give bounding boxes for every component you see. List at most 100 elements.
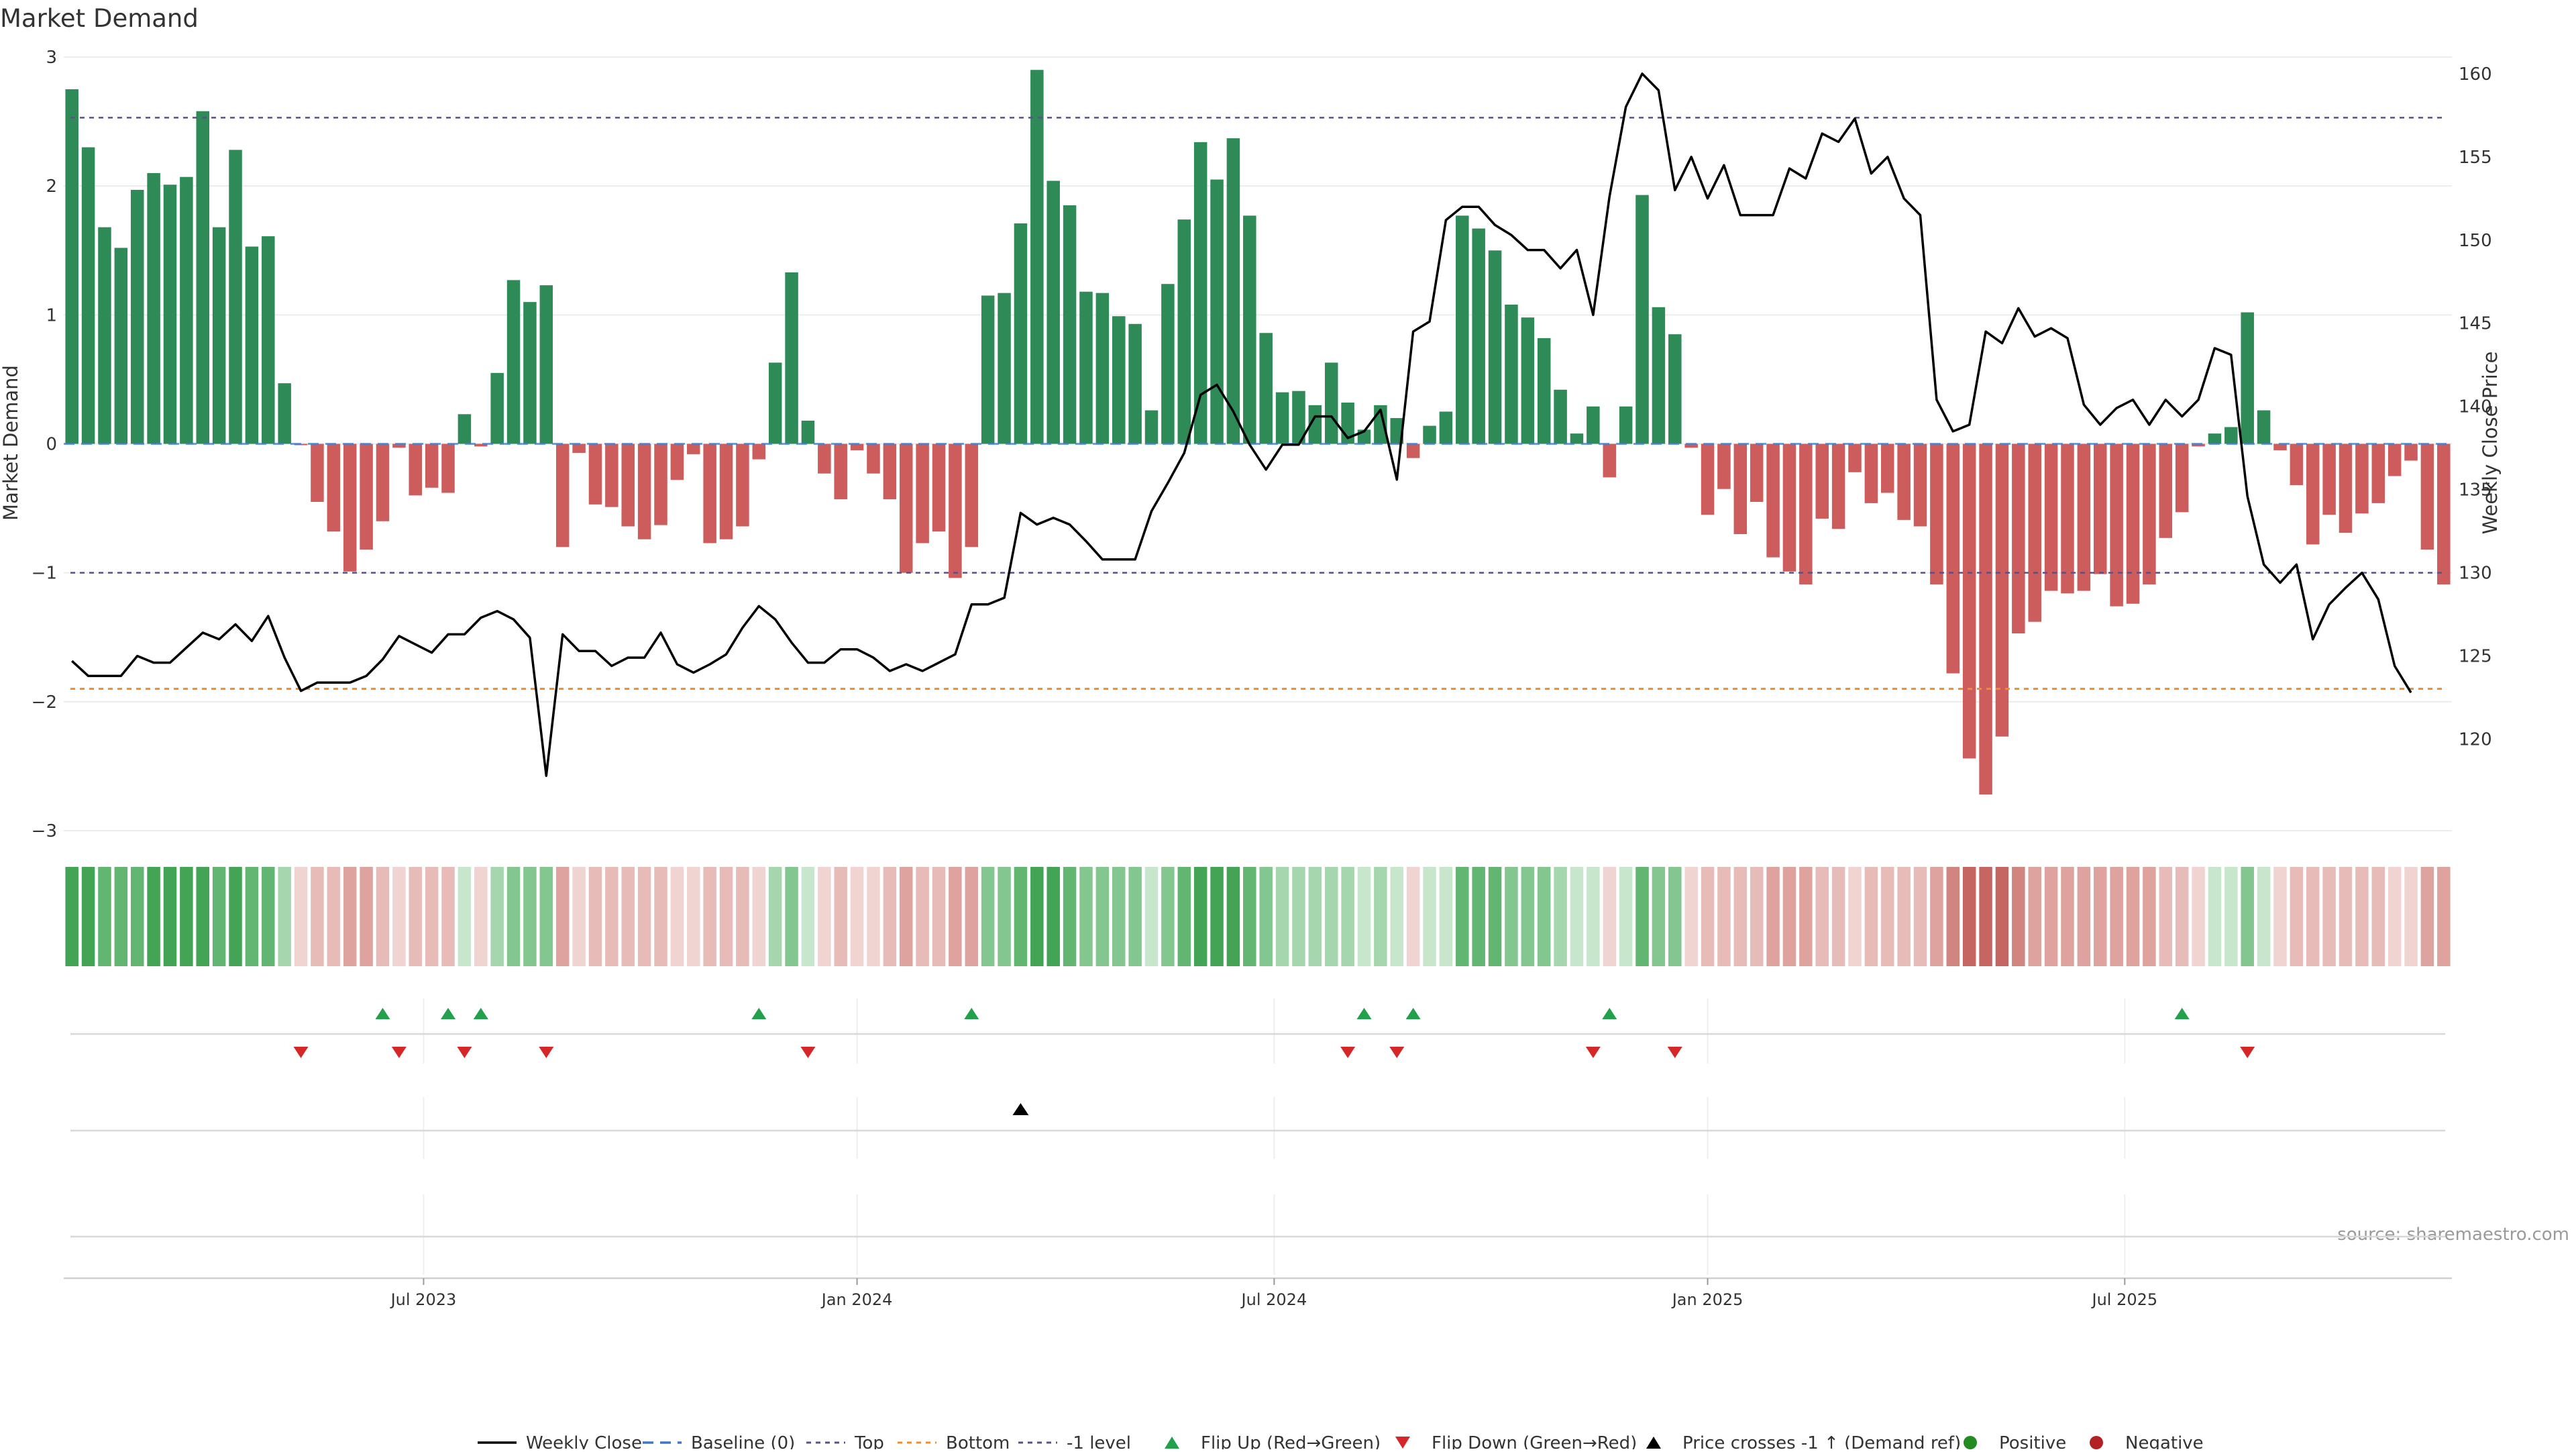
demand-bar [2110,444,2123,607]
demand-bar [1635,195,1649,444]
flip-down-marker [2240,1047,2255,1058]
heat-cell [376,867,390,966]
heat-cell [1488,867,1502,966]
demand-bar [1913,444,1927,527]
heat-cell [703,867,716,966]
legend-label: Negative [2125,1433,2204,1449]
heat-cell [1374,867,1387,966]
demand-bar [1014,223,1028,444]
left-tick-label: 1 [46,305,57,325]
demand-bar [1979,444,1992,795]
demand-bar [949,444,962,578]
heat-cell [916,867,929,966]
legend-label: Flip Down (Green→Red) [1432,1433,1637,1449]
demand-bar [1864,444,1878,503]
heat-cell [2290,867,2304,966]
demand-bar [2387,444,2402,476]
demand-bar [555,444,570,548]
heat-cell [818,867,831,966]
legend-symbol-cross-up [1646,1437,1661,1449]
demand-bar [2175,444,2189,513]
heat-cell [474,867,488,966]
demand-bar [2322,444,2336,515]
demand-bar [1079,291,1093,444]
demand-bar [1554,389,1567,444]
heat-cell [981,867,995,966]
heat-cell [2339,867,2353,966]
demand-bar [2061,444,2074,594]
demand-bar [474,444,488,447]
demand-bar [2126,444,2140,604]
heat-cell [1848,867,1862,966]
flip-up-marker [375,1008,390,1019]
legend-label: Top [854,1433,884,1449]
flip-up-marker [441,1008,456,1019]
demand-bar [2012,444,2025,633]
heat-cell [768,867,782,966]
heat-cell [588,867,602,966]
demand-bar [458,414,472,444]
heat-cell [900,867,913,966]
flip-down-marker [1389,1047,1405,1058]
heat-cell [2437,867,2451,966]
heat-cell [572,867,586,966]
flip-up-marker [964,1008,979,1019]
heat-cell [1341,867,1354,966]
heat-cell [1210,867,1224,966]
heat-cell [1456,867,1469,966]
demand-bar [1668,334,1682,444]
heat-cell [1472,867,1485,966]
demand-bar [2159,444,2173,538]
heat-cell [1603,867,1616,966]
heat-cell [736,867,749,966]
heat-cell [1766,867,1780,966]
heat-cell [932,867,946,966]
heat-cell [1144,867,1159,966]
heat-cell [2110,867,2123,966]
demand-bar [801,420,815,444]
heat-cell [327,867,341,966]
demand-bar [1815,444,1829,519]
heat-cell [1259,867,1273,966]
demand-bar [1505,304,1518,444]
demand-bar [1766,444,1780,558]
heat-cell [654,867,667,966]
demand-bar [1210,179,1224,444]
heat-cell [212,867,226,966]
heat-cell [637,867,651,966]
y-axis-label-left: Market Demand [0,365,22,521]
demand-bar [1652,307,1666,444]
demand-bar [425,444,439,488]
heat-cell [1292,867,1305,966]
heat-cell [229,867,242,966]
flip-up-marker [751,1008,767,1019]
demand-bar [2420,444,2434,550]
demand-bar [1717,444,1731,489]
heat-cell [343,867,357,966]
flip-down-marker [391,1047,407,1058]
heat-cell [2224,867,2238,966]
demand-bar [1324,362,1338,444]
demand-bar [1112,316,1126,444]
flip-down-marker [539,1047,554,1058]
demand-bar [2143,444,2156,584]
flip-up-marker [2174,1008,2190,1019]
legend-symbol-flip-down [1395,1437,1410,1449]
demand-bar [2257,410,2271,444]
heat-cell [2159,867,2173,966]
demand-bar [1995,444,2009,737]
demand-bar [1161,284,1175,444]
x-tick-label: Jul 2023 [390,1290,457,1309]
heat-cell [752,867,766,966]
flip-down-marker [1667,1047,1682,1058]
chart-title: Market Demand [0,4,199,33]
demand-bar [1472,228,1485,444]
demand-bar [1439,411,1453,444]
heat-cell [1619,867,1633,966]
legend-label: Positive [1999,1433,2066,1449]
heat-cell [163,867,177,966]
heat-cell [2257,867,2271,966]
heat-cell [998,867,1011,966]
flip-up-marker [1602,1008,1617,1019]
